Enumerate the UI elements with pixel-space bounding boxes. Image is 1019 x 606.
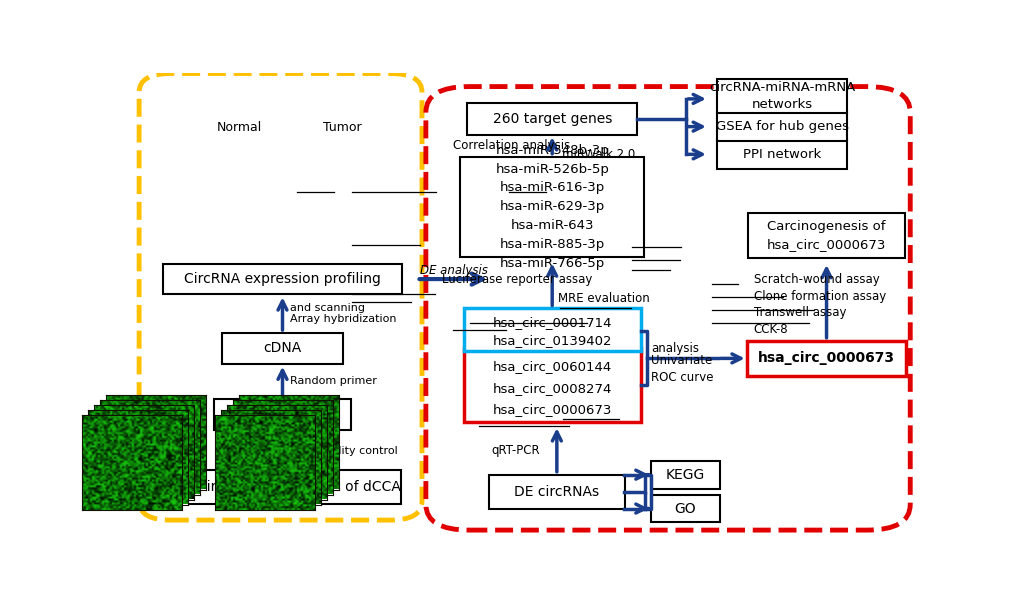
FancyBboxPatch shape [467,103,637,135]
Text: Normal: Normal [216,121,262,134]
Text: 260 target genes: 260 target genes [492,112,611,126]
Text: hsa_circ_0060144: hsa_circ_0060144 [492,361,611,373]
Text: Scratch-wound assay: Scratch-wound assay [753,273,878,285]
Text: Luciferase reporter assay: Luciferase reporter assay [441,273,592,285]
Text: MRE evaluation: MRE evaluation [557,292,649,305]
Text: GSEA for hub genes: GSEA for hub genes [715,120,848,133]
Text: Clone formation assay: Clone formation assay [753,290,886,302]
FancyBboxPatch shape [651,461,718,488]
Text: RNase R: RNase R [219,446,266,456]
Text: hsa_circ_0139402: hsa_circ_0139402 [492,334,611,347]
Text: hsa_circ_0008274: hsa_circ_0008274 [492,382,611,395]
Text: DE circRNAs: DE circRNAs [514,485,599,499]
Text: CCK-8: CCK-8 [753,324,788,336]
FancyBboxPatch shape [164,470,400,504]
FancyBboxPatch shape [716,140,847,169]
Text: cDNA: cDNA [263,341,302,355]
Text: DE analysis: DE analysis [420,264,488,277]
Text: hsa_circ_0000673: hsa_circ_0000673 [492,404,611,416]
FancyBboxPatch shape [748,213,904,258]
Text: and scanning: and scanning [290,304,365,313]
Text: Correlation analysis: Correlation analysis [452,139,570,152]
FancyBboxPatch shape [222,333,342,364]
Text: circRNA-miRNA-mRNA
networks: circRNA-miRNA-mRNA networks [708,81,855,111]
Text: hsa_circ_0000673: hsa_circ_0000673 [757,351,895,365]
Text: analysis: analysis [651,342,699,355]
Text: hsa_circ_0001714: hsa_circ_0001714 [492,316,611,328]
FancyBboxPatch shape [747,341,906,376]
Text: Univariate: Univariate [651,354,712,367]
FancyBboxPatch shape [426,87,909,530]
FancyBboxPatch shape [213,399,352,430]
Text: GO: GO [674,502,696,516]
FancyBboxPatch shape [139,73,422,520]
FancyBboxPatch shape [163,264,401,295]
Text: RNA quality control: RNA quality control [290,446,397,456]
Text: KEGG: KEGG [665,468,704,482]
FancyBboxPatch shape [716,79,847,113]
Text: Tumor: Tumor [323,121,361,134]
FancyBboxPatch shape [716,112,847,141]
Text: Array hybridization: Array hybridization [290,314,396,324]
Text: hsa-miR-548b-3p
hsa-miR-526b-5p
hsa-miR-616-3p
hsa-miR-629-3p
hsa-miR-643
hsa-mi: hsa-miR-548b-3p hsa-miR-526b-5p hsa-miR-… [495,144,608,270]
FancyBboxPatch shape [464,308,640,351]
FancyBboxPatch shape [464,348,640,422]
FancyBboxPatch shape [488,474,624,508]
FancyBboxPatch shape [460,156,644,257]
Text: PPI network: PPI network [743,148,820,161]
Text: Carcinogenesis of
hsa_circ_0000673: Carcinogenesis of hsa_circ_0000673 [766,220,886,251]
Text: Six paired tissue samples of dCCA: Six paired tissue samples of dCCA [164,480,400,494]
Text: qRT-PCR: qRT-PCR [491,444,540,456]
Text: miRWalk 2.0: miRWalk 2.0 [560,148,634,161]
Text: CircRNA expression profiling: CircRNA expression profiling [183,272,380,286]
Text: CircRNA: CircRNA [254,408,311,422]
Text: Random primer: Random primer [290,376,377,387]
FancyBboxPatch shape [651,494,718,522]
Text: ROC curve: ROC curve [651,371,713,384]
Text: Transwell assay: Transwell assay [753,307,846,319]
